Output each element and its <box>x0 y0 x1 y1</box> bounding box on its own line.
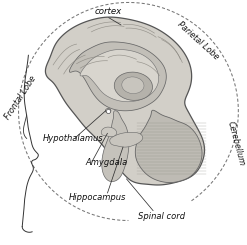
Polygon shape <box>101 127 117 137</box>
Ellipse shape <box>122 77 144 94</box>
Text: Cerebellum: Cerebellum <box>226 120 246 167</box>
Text: Parietal Lobe: Parietal Lobe <box>175 20 220 61</box>
Polygon shape <box>102 111 129 182</box>
Text: Hippocampus: Hippocampus <box>69 193 126 202</box>
Polygon shape <box>69 42 166 111</box>
Ellipse shape <box>114 72 152 100</box>
Text: Hypothalamus: Hypothalamus <box>43 134 104 143</box>
Text: Spinal cord: Spinal cord <box>138 212 185 221</box>
Polygon shape <box>80 49 159 102</box>
Text: Frontal Lobe: Frontal Lobe <box>4 74 38 122</box>
Polygon shape <box>135 110 202 183</box>
Text: Amygdala: Amygdala <box>85 159 127 167</box>
Polygon shape <box>45 17 205 185</box>
Text: cortex: cortex <box>95 7 122 16</box>
Polygon shape <box>110 132 143 147</box>
Ellipse shape <box>105 109 111 113</box>
